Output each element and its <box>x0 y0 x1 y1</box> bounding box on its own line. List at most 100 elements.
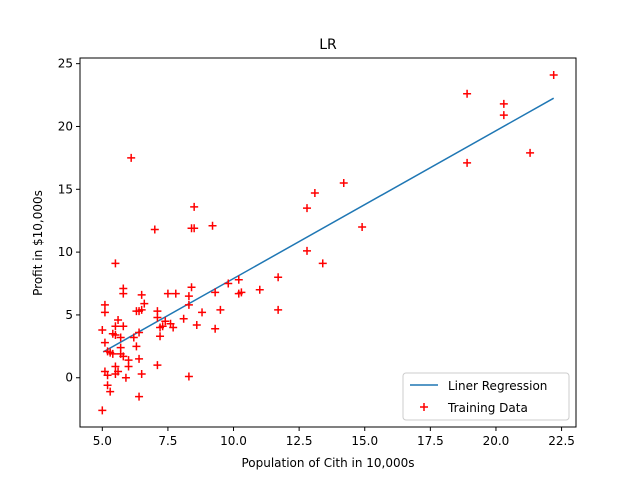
chart-title: LR <box>319 37 337 53</box>
training-point <box>190 224 199 233</box>
training-point <box>111 369 120 378</box>
training-point <box>184 372 193 381</box>
training-point <box>135 392 144 401</box>
legend: Liner Regression Training Data <box>402 372 570 421</box>
legend-box <box>402 372 570 421</box>
training-point <box>114 315 123 324</box>
training-point <box>124 356 133 365</box>
training-point <box>499 111 508 120</box>
training-point <box>116 333 125 342</box>
training-point <box>216 305 225 314</box>
training-point <box>127 153 136 162</box>
training-point <box>129 333 138 342</box>
training-point <box>184 292 193 301</box>
x-tick-label: 12.5 <box>286 434 313 448</box>
training-point <box>208 221 217 230</box>
training-point <box>190 202 199 211</box>
training-point <box>111 322 120 331</box>
x-axis: 5.0 7.5 10.0 12.5 15.0 17.5 20.0 22.5 <box>93 427 575 448</box>
legend-marker <box>420 403 428 411</box>
training-point <box>179 314 188 323</box>
training-point <box>234 275 243 284</box>
x-tick-label: 15.0 <box>351 434 378 448</box>
training-point <box>100 308 109 317</box>
training-point <box>98 406 107 415</box>
training-point <box>187 283 196 292</box>
training-point <box>100 338 109 347</box>
training-point <box>119 322 128 331</box>
training-point <box>106 387 115 396</box>
training-point <box>274 305 283 314</box>
training-point <box>237 288 246 297</box>
x-tick-label: 10.0 <box>220 434 247 448</box>
regression-line <box>102 97 555 353</box>
training-point <box>137 369 146 378</box>
training-point <box>135 354 144 363</box>
training-point <box>140 299 149 308</box>
training-point <box>198 308 207 317</box>
training-point <box>499 99 508 108</box>
y-tick-label: 20 <box>58 119 73 133</box>
training-point <box>108 329 117 338</box>
training-point <box>119 289 128 298</box>
training-point <box>161 317 170 326</box>
training-point <box>169 323 178 332</box>
training-point <box>549 70 558 79</box>
training-point <box>158 322 167 331</box>
training-point <box>211 288 220 297</box>
training-point <box>224 279 233 288</box>
training-point <box>153 313 162 322</box>
training-point <box>132 342 141 351</box>
training-point <box>339 179 348 188</box>
legend-marker-swatch <box>420 403 428 411</box>
training-point <box>103 381 112 390</box>
training-point <box>111 362 120 371</box>
training-point <box>318 259 327 268</box>
training-point <box>526 148 535 157</box>
y-axis: 0 5 10 15 20 25 <box>58 57 80 385</box>
legend-label-training: Training Data <box>447 401 528 415</box>
training-point <box>463 89 472 98</box>
training-point <box>119 352 128 361</box>
training-point <box>463 158 472 167</box>
training-point <box>274 273 283 282</box>
training-point <box>211 324 220 333</box>
plot-area <box>79 57 577 428</box>
x-axis-label: Population of Cith in 10,000s <box>241 456 414 470</box>
x-tick-label: 7.5 <box>158 434 177 448</box>
training-point <box>192 320 201 329</box>
training-point <box>310 189 319 198</box>
training-point <box>153 361 162 370</box>
training-point <box>111 259 120 268</box>
training-point <box>171 289 180 298</box>
training-point <box>303 246 312 255</box>
training-point <box>103 347 112 356</box>
training-point <box>150 225 159 234</box>
y-tick-label: 25 <box>58 57 73 71</box>
training-point <box>135 328 144 337</box>
x-tick-label: 22.5 <box>548 434 575 448</box>
training-point <box>121 373 130 382</box>
y-tick-label: 10 <box>58 245 73 259</box>
training-point <box>100 300 109 309</box>
training-point <box>156 332 165 341</box>
plot-frame <box>79 57 577 428</box>
training-point <box>103 371 112 380</box>
training-point <box>358 222 367 231</box>
training-point <box>184 300 193 309</box>
x-tick-label: 20.0 <box>483 434 510 448</box>
training-point <box>163 289 172 298</box>
y-tick-label: 0 <box>65 371 73 385</box>
training-point <box>303 204 312 213</box>
legend-label-regression: Liner Regression <box>448 379 547 393</box>
series-layer <box>98 70 558 415</box>
training-point <box>137 290 146 299</box>
x-tick-label: 5.0 <box>93 434 112 448</box>
x-tick-label: 17.5 <box>417 434 444 448</box>
y-axis-label: Profit in $10,000s <box>31 190 45 296</box>
training-point <box>98 326 107 335</box>
training-point <box>132 307 141 316</box>
y-tick-label: 15 <box>58 182 73 196</box>
training-point <box>255 285 264 294</box>
